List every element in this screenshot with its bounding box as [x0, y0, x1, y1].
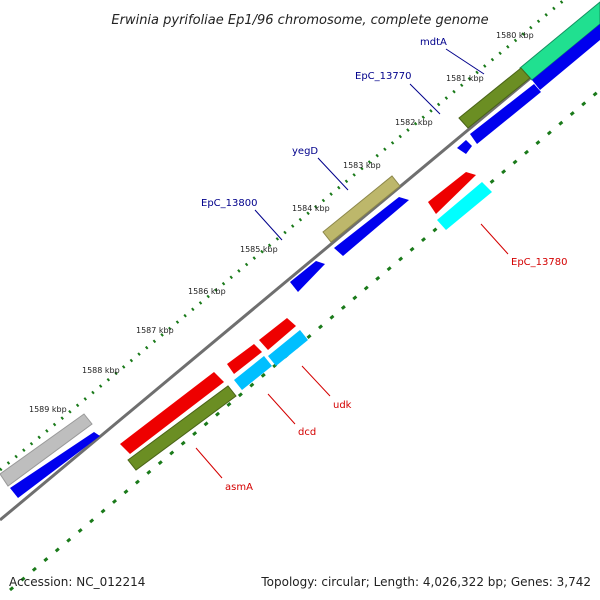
feature-olive[interactable] — [458, 67, 531, 129]
tick-label: 1586 kbp — [188, 287, 226, 296]
outer-tick-track — [0, 0, 567, 472]
feature-blue[interactable] — [334, 197, 409, 256]
gene-label-EpC_13770[interactable]: EpC_13770 — [355, 71, 411, 82]
feature-blue[interactable] — [10, 432, 100, 498]
tick-label: 1588 kbp — [82, 366, 120, 375]
feature-grey[interactable] — [0, 413, 93, 487]
gene-label-dcd[interactable]: dcd — [298, 427, 316, 438]
gene-leader — [254, 209, 283, 241]
feature-cyan[interactable] — [437, 182, 492, 230]
feature-blue[interactable] — [457, 140, 472, 154]
tick-label: 1584 kbp — [292, 204, 330, 213]
gene-leader — [267, 393, 296, 425]
gene-label-mdtA[interactable]: mdtA — [420, 37, 447, 48]
feature-khaki[interactable] — [322, 175, 401, 243]
gene-leader — [445, 48, 485, 75]
genome-title: Erwinia pyrifoliae Ep1/96 chromosome, co… — [111, 13, 488, 28]
feature-red[interactable] — [227, 344, 262, 374]
backbone — [0, 18, 600, 522]
gene-leader — [409, 83, 441, 115]
feature-olive[interactable] — [127, 385, 237, 471]
feature-red[interactable] — [120, 372, 224, 454]
gene-leader — [301, 365, 331, 397]
feature-skyblue[interactable] — [268, 330, 308, 366]
feature-skyblue[interactable] — [234, 356, 272, 390]
feature-blue[interactable] — [532, 24, 600, 90]
feature-blue[interactable] — [470, 84, 541, 144]
tick-label: 1582 kbp — [395, 118, 433, 127]
tick-label: 1581 kbp — [446, 74, 484, 83]
feature-red[interactable] — [428, 172, 476, 214]
tick-label: 1583 kbp — [343, 161, 381, 170]
tick-label: 1585 kbp — [240, 245, 278, 254]
genome-summary-text: Topology: circular; Length: 4,026,322 bp… — [260, 575, 591, 589]
gene-label-udk[interactable]: udk — [333, 400, 352, 411]
feature-red[interactable] — [259, 318, 296, 350]
feature-blue[interactable] — [290, 261, 325, 292]
accession-text: Accession: NC_012214 — [9, 575, 145, 589]
tick-label: 1587 kbp — [136, 326, 174, 335]
gene-leader — [480, 223, 509, 255]
tick-label: 1589 kbp — [29, 405, 67, 414]
gene-label-EpC_13800[interactable]: EpC_13800 — [201, 198, 257, 209]
features — [0, 1, 600, 498]
gene-leader — [195, 447, 223, 479]
tick-label: 1580 kbp — [496, 31, 534, 40]
gene-label-yegD[interactable]: yegD — [292, 146, 318, 157]
gene-label-asmA[interactable]: asmA — [225, 482, 253, 493]
gene-label-EpC_13780[interactable]: EpC_13780 — [511, 257, 567, 268]
gene-leader — [317, 157, 349, 191]
